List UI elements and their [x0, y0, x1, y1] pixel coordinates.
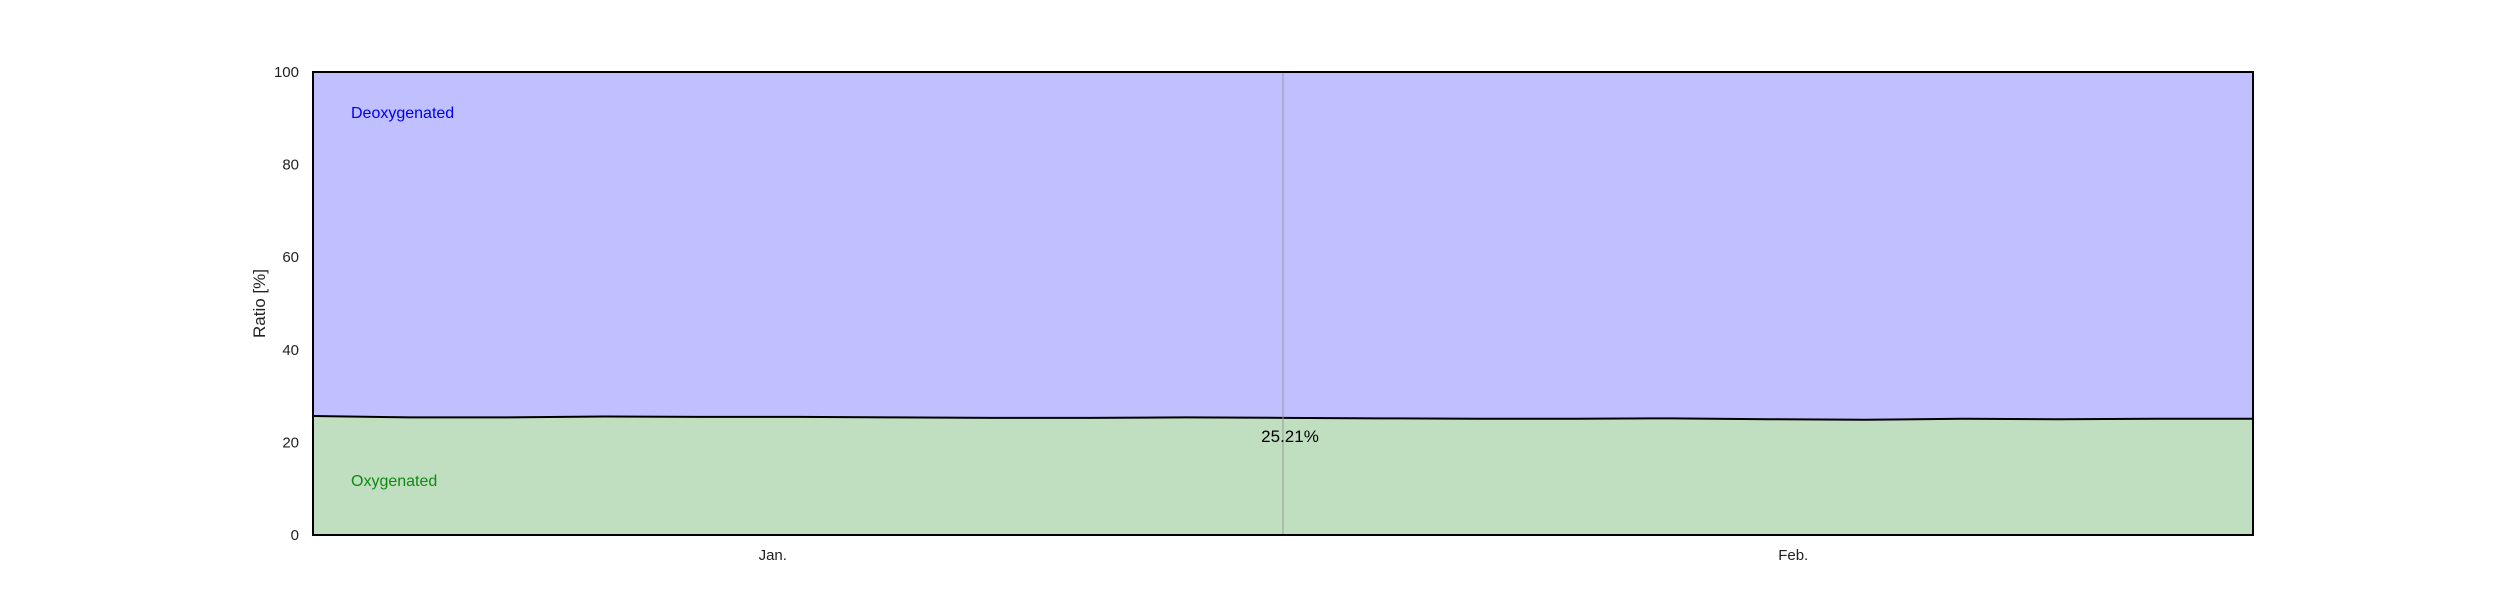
y-tick-label: 60: [282, 249, 299, 266]
x-axis: Jan. Feb.: [759, 547, 1809, 564]
plot-area: [312, 71, 2254, 536]
y-tick-label: 0: [291, 527, 299, 544]
deoxygenated-label: Deoxygenated: [351, 105, 454, 122]
cursor-value-label: 25.21%: [1261, 427, 1319, 446]
oxygenated-label: Oxygenated: [351, 473, 437, 490]
y-tick-label: 20: [282, 434, 299, 451]
x-tick-label: Feb.: [1778, 547, 1808, 564]
y-axis: 0 20 40 60 80 100: [274, 64, 299, 544]
y-tick-label: 80: [282, 157, 299, 174]
plot-frame: [312, 71, 2254, 536]
y-tick-label: 40: [282, 342, 299, 359]
y-axis-title: Ratio [%]: [250, 269, 269, 338]
x-tick-label: Jan.: [759, 547, 787, 564]
y-tick-label: 100: [274, 64, 299, 81]
